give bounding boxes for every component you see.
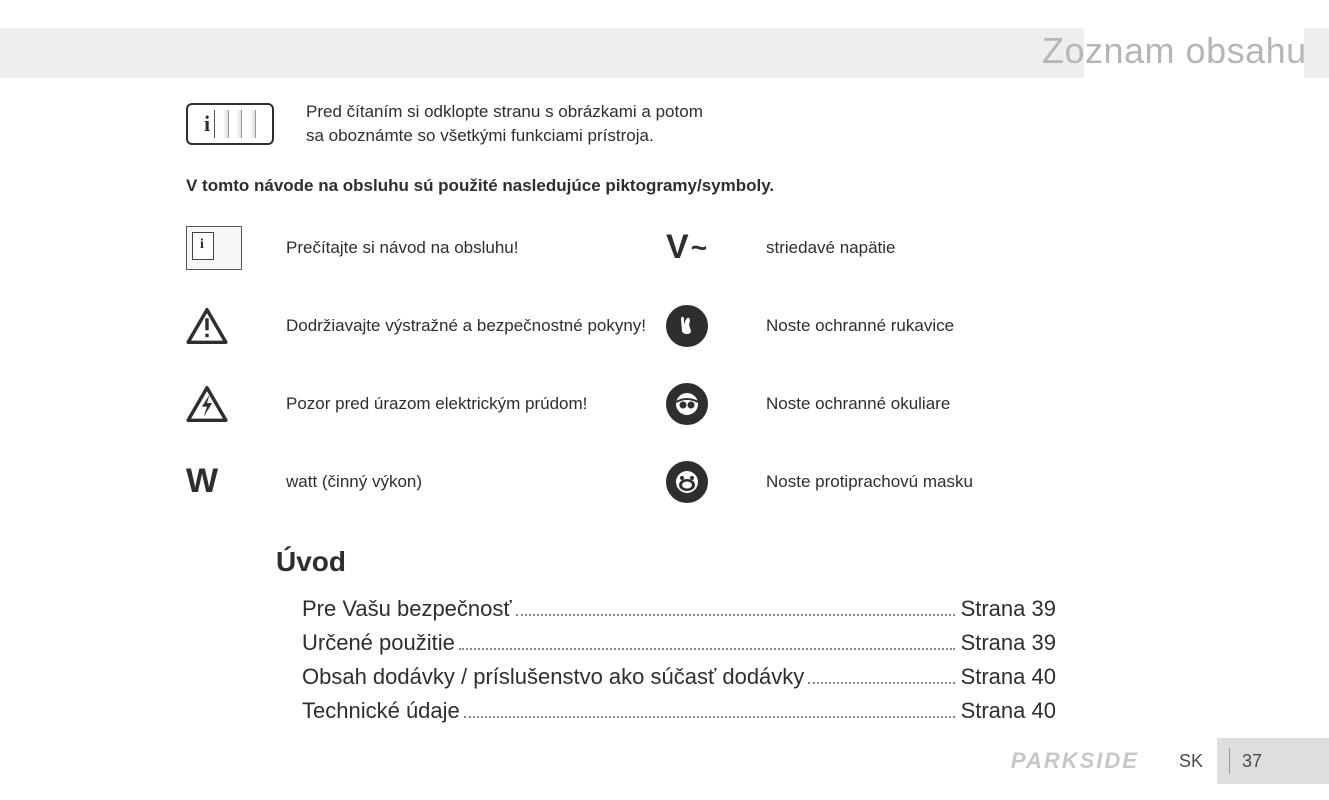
toc-item-label: Obsah dodávky / príslušenstvo ako súčasť… [302, 660, 804, 694]
symbols-grid: Prečítajte si návod na obsluhu! V~ strie… [186, 224, 1146, 506]
toc-leader-dots [516, 614, 955, 616]
toc-item-label: Technické údaje [302, 694, 460, 728]
footer-page-number: 37 [1242, 751, 1262, 772]
toc-item-page: Strana 39 [961, 592, 1056, 626]
toc-heading: Úvod [276, 546, 1056, 578]
watt-icon: W [186, 458, 286, 506]
intro-row: i Pred čítaním si odklopte stranu s obrá… [186, 100, 1146, 148]
read-manual-label: Prečítajte si návod na obsluhu! [286, 238, 666, 258]
goggles-label: Noste ochranné okuliare [766, 394, 1146, 414]
page-footer: PARKSIDE SK 37 [1011, 738, 1329, 784]
warning-label: Dodržiavajte výstražné a bezpečnostné po… [286, 316, 666, 336]
toc-leader-dots [459, 648, 955, 650]
toc-item-label: Určené použitie [302, 626, 455, 660]
brand-logo: PARKSIDE [1011, 748, 1139, 774]
table-of-contents: Úvod Pre Vašu bezpečnosť Strana 39 Určen… [276, 546, 1056, 728]
warning-icon [186, 302, 286, 350]
toc-item: Technické údaje Strana 40 [276, 694, 1056, 728]
dust-mask-label: Noste protiprachovú masku [766, 472, 1146, 492]
read-manual-icon [186, 224, 286, 272]
intro-line-1: Pred čítaním si odklopte stranu s obrázk… [306, 100, 703, 124]
footer-page-number-box: 37 [1217, 738, 1329, 784]
toc-item-label: Pre Vašu bezpečnosť [302, 592, 512, 626]
toc-leader-dots [464, 716, 955, 718]
electric-shock-label: Pozor pred úrazom elektrickým prúdom! [286, 394, 666, 414]
ac-voltage-icon: V~ [666, 224, 766, 272]
watt-label: watt (činný výkon) [286, 472, 666, 492]
toc-item-page: Strana 39 [961, 626, 1056, 660]
dust-mask-icon [666, 458, 766, 506]
toc-item-page: Strana 40 [961, 694, 1056, 728]
footer-language: SK [1179, 751, 1203, 772]
page-header-title: Zoznam obsahu [1042, 30, 1307, 72]
ac-voltage-label: striedavé napätie [766, 238, 1146, 258]
intro-line-2: sa oboznámte so všetkými funkciami príst… [306, 124, 703, 148]
intro-text: Pred čítaním si odklopte stranu s obrázk… [306, 100, 703, 148]
page-content: i Pred čítaním si odklopte stranu s obrá… [186, 100, 1146, 728]
toc-leader-dots [808, 682, 954, 684]
foldout-info-icon: i [186, 103, 274, 145]
gloves-icon [666, 302, 766, 350]
footer-separator [1229, 748, 1230, 774]
goggles-icon [666, 380, 766, 428]
symbols-heading: V tomto návode na obsluhu sú použité nas… [186, 176, 1146, 196]
header-bar-right [1304, 28, 1329, 78]
toc-item: Pre Vašu bezpečnosť Strana 39 [276, 592, 1056, 626]
electric-shock-icon [186, 380, 286, 428]
toc-item-page: Strana 40 [961, 660, 1056, 694]
toc-item: Obsah dodávky / príslušenstvo ako súčasť… [276, 660, 1056, 694]
foldout-pages-glyph [214, 110, 256, 138]
gloves-label: Noste ochranné rukavice [766, 316, 1146, 336]
toc-item: Určené použitie Strana 39 [276, 626, 1056, 660]
info-i-glyph: i [204, 111, 210, 137]
header-bar [0, 28, 1084, 78]
